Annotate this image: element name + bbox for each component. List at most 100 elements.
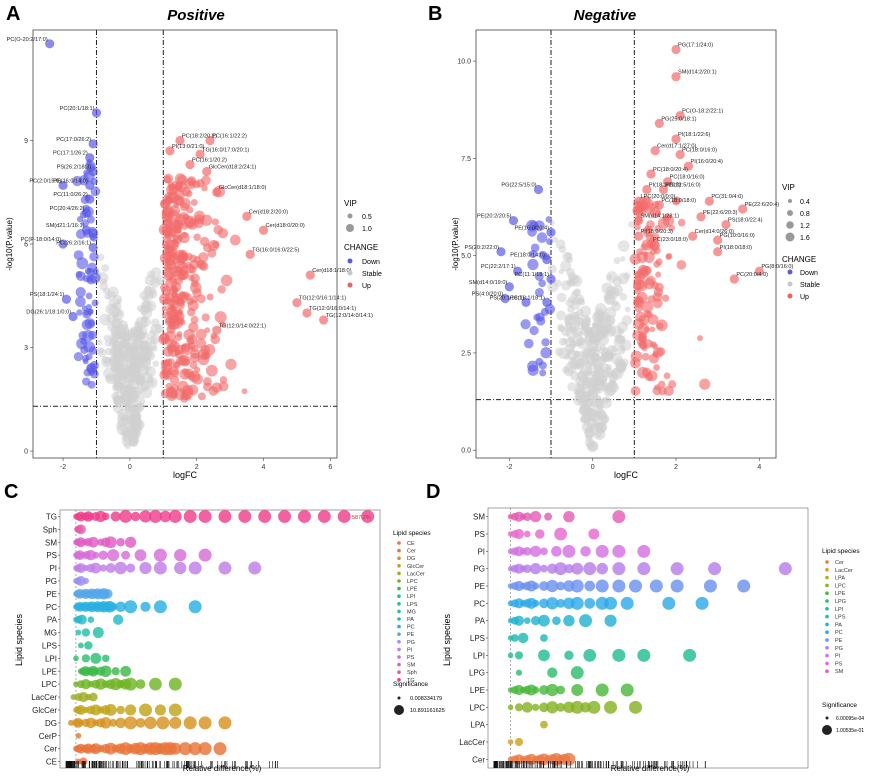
panel-b-point: [629, 253, 641, 265]
panel-c-dot: [218, 716, 232, 730]
panel-d-dot: [695, 596, 709, 610]
panel-b-labeled-point: [533, 184, 544, 195]
panel-c-legend-title: Lipid species: [393, 530, 431, 537]
panel-a-point: [78, 331, 88, 340]
panel-c-legend-swatch: [397, 640, 401, 644]
panel-b-point: [613, 257, 621, 265]
panel-c-legend-item: GlcCer: [407, 564, 424, 570]
panel-d-dot: [703, 579, 717, 593]
panel-c-rows: TG Sph SM PS PI PG PE PC PA MG LPS LPI LPE LPC LacCer G…: [31, 509, 375, 768]
panel-d-dot: [570, 596, 584, 610]
panel-c-legend-item: LacCer: [407, 571, 425, 577]
panel-d-legend-item: LPC: [835, 583, 846, 589]
panel-b-point-label: PE(16:0/20:4): [514, 225, 549, 231]
panel-a-labeled-point: [195, 149, 205, 159]
panel-b-legend: VIP 0.4 0.8 1.2 1.6 CHANGE Down Stable U…: [782, 183, 820, 301]
panel-d-dot: [547, 667, 558, 678]
panel-d-dot: [515, 669, 523, 676]
panel-b-point: [527, 360, 539, 372]
panel-c-legend-swatch: [397, 541, 401, 545]
panel-a-point: [131, 421, 142, 432]
panel-d-dot: [554, 527, 568, 541]
panel-a-labeled-point: [58, 239, 68, 249]
panel-b-point-label: PC(18:1/18:1): [510, 295, 545, 301]
panel-b-point: [564, 315, 575, 325]
panel-a-point-label: GlcCer(d18:1/18:0): [219, 185, 267, 191]
panel-c-category-label: PE: [46, 590, 57, 599]
panel-c-category-label: PA: [47, 616, 58, 625]
panel-b-point: [555, 239, 566, 250]
panel-b-point: [567, 382, 577, 392]
panel-a-point: [190, 279, 199, 288]
panel-a-point: [186, 218, 198, 230]
panel-c-legend-swatch: [397, 609, 401, 614]
panel-b-legend-change-title: CHANGE: [782, 255, 816, 264]
panel-b-point-label: PS(20:2/22:0): [464, 245, 499, 251]
panel-c-dot: [258, 509, 272, 523]
panel-c-legend-item: TG: [407, 678, 415, 684]
panel-a-point: [193, 233, 201, 241]
panel-c-dot: [114, 561, 127, 575]
panel-a-legend-vip-large: [346, 224, 354, 232]
panel-a-legend-down-swatch: [347, 258, 353, 264]
panel-d-legend-title: Lipid species: [822, 548, 860, 555]
panel-b-point: [666, 252, 673, 260]
panel-a-point: [173, 361, 181, 370]
panel-a-point: [217, 285, 226, 294]
panel-c-dot: [337, 509, 351, 523]
panel-c-dot: [121, 550, 131, 560]
panel-d-legend-sig-2: 1.00535e-01: [836, 728, 864, 734]
panel-b-labeled-point: [642, 184, 652, 195]
panel-a-point: [81, 354, 90, 363]
panel-a-point: [201, 313, 210, 322]
panel-c-dot: [278, 509, 292, 523]
panel-b-point: [653, 260, 661, 268]
panel-b-point-label: PC(18:0/20:4): [653, 167, 688, 173]
panel-b-point-label: PC(11:1/18:1): [515, 272, 550, 278]
panel-c-dot: [85, 549, 97, 561]
panel-d-dot: [556, 581, 566, 591]
panel-b-point: [556, 292, 567, 303]
panel-c-legend: Lipid species Significance 0.008334179 1…: [393, 530, 445, 715]
panel-d-legend-swatch: [825, 638, 829, 642]
panel-a-point: [184, 394, 192, 401]
panel-c-dot: [135, 717, 146, 728]
panel-d-dot: [538, 649, 550, 662]
panel-d-legend-item: PC: [835, 630, 843, 636]
panel-d-dot: [556, 598, 566, 608]
panel-c-dot: [248, 561, 262, 575]
panel-b-point: [593, 344, 602, 353]
panel-c-dot: [76, 614, 87, 625]
panel-b-labeled-point: [546, 274, 556, 284]
panel-d-dot: [532, 686, 540, 694]
panel-a-point: [142, 353, 151, 362]
panel-c-dot: [130, 511, 141, 522]
panel-a-point-labels: PC(O-20:2/17:0) PC(20:1/18:1) PC(17:0/26:2…: [7, 37, 373, 329]
panel-a-point: [180, 343, 191, 353]
panel-b-point-label: PC(20:0/4:0): [736, 272, 768, 278]
panel-b-point: [642, 227, 652, 237]
panel-b-point-label: SM(d14:2/20:1): [678, 70, 717, 76]
panel-a-point: [75, 287, 86, 298]
panel-a-point: [196, 294, 206, 304]
panel-b-point: [619, 345, 626, 352]
panel-b-legend-vip-1: 0.4: [800, 199, 810, 206]
panel-b-point: [630, 386, 641, 396]
panel-a-point-label: PC(O-20:2/17:0): [7, 37, 48, 43]
panel-a-point: [87, 367, 96, 376]
panel-d-dot: [612, 579, 626, 593]
panel-b-point: [609, 370, 618, 379]
panel-a-point: [83, 341, 96, 353]
panel-a-point: [161, 286, 172, 297]
panel-c-dot: [111, 667, 120, 676]
panel-a-point: [150, 323, 162, 336]
panel-c-dot: [92, 627, 104, 639]
panel-a-point: [210, 334, 221, 345]
panel-a-point: [81, 219, 89, 227]
panel-a-point-label: PC(20:1/18:1): [60, 106, 95, 112]
panel-b-ytick-label: 5.0: [461, 253, 471, 260]
panel-a-point: [97, 348, 107, 358]
panel-d-dot: [540, 720, 548, 729]
panel-c-legend-sig-1: 0.008334179: [410, 696, 442, 702]
panel-a-point: [88, 330, 98, 340]
